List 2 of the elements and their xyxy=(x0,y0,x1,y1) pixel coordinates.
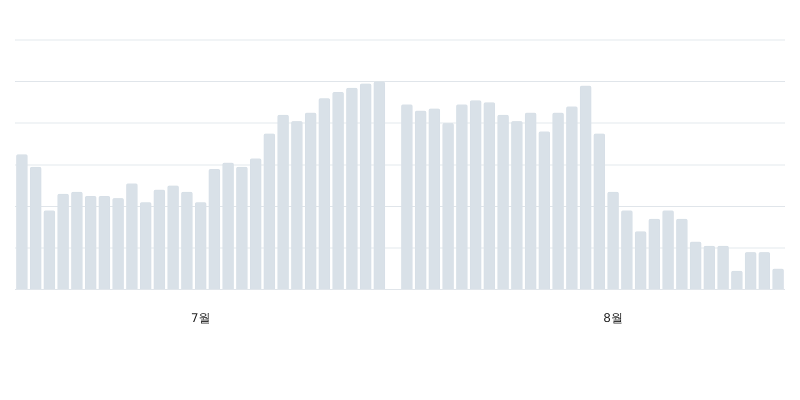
x-tick-label: 8월 xyxy=(603,310,623,325)
x-tick-label: 7월 xyxy=(190,310,210,325)
